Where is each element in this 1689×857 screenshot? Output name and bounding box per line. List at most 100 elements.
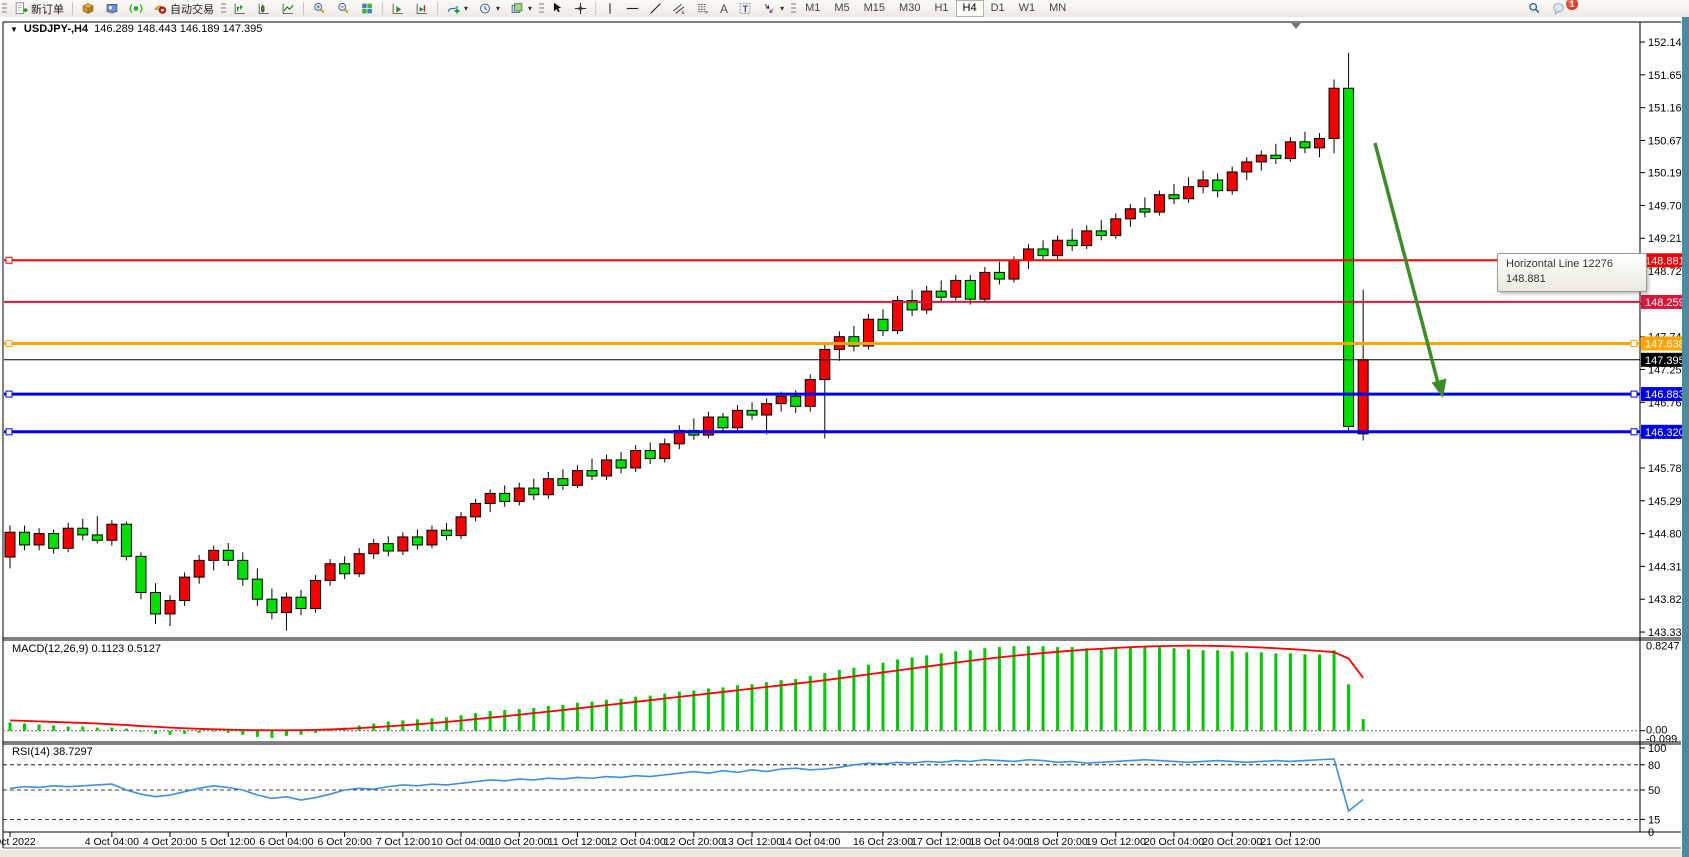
candle-body[interactable] <box>571 470 583 486</box>
market-watch-button[interactable] <box>76 0 100 18</box>
arrows-button[interactable]: ▾ <box>757 0 789 18</box>
candle-body[interactable] <box>1168 194 1180 200</box>
candle-body[interactable] <box>1299 141 1311 149</box>
crosshair-button[interactable] <box>569 0 592 18</box>
toolbar-grip[interactable] <box>221 2 226 15</box>
candle-body[interactable] <box>339 563 351 575</box>
templates-button[interactable]: ▾ <box>505 0 537 18</box>
candle-body[interactable] <box>353 553 365 575</box>
timeframe-mn-button[interactable]: MN <box>1049 2 1067 14</box>
candle-body[interactable] <box>1139 208 1151 213</box>
collapse-triangle-icon[interactable]: ▼ <box>10 24 18 34</box>
candle-body[interactable] <box>120 523 132 557</box>
candle-body[interactable] <box>964 279 976 300</box>
candle-body[interactable] <box>251 578 263 600</box>
auto-scroll-button[interactable] <box>386 0 410 18</box>
candle-body[interactable] <box>266 598 278 614</box>
candle-body[interactable] <box>368 543 380 555</box>
candle-body[interactable] <box>659 443 671 460</box>
candle-body[interactable] <box>1095 230 1107 237</box>
candle-body[interactable] <box>528 487 540 496</box>
bar-chart-button[interactable] <box>228 0 252 18</box>
hline-handle[interactable] <box>1630 390 1638 398</box>
candle-body[interactable] <box>601 459 613 477</box>
candle-body[interactable] <box>1314 137 1325 149</box>
line-chart-button[interactable] <box>276 0 300 18</box>
timeframe-m15-button[interactable]: M15 <box>863 2 886 14</box>
candle-body[interactable] <box>1037 248 1049 257</box>
toolbar-grip[interactable] <box>2 2 7 15</box>
candle-body[interactable] <box>470 502 482 518</box>
chart-shift-marker[interactable] <box>1291 23 1301 29</box>
candle-body[interactable] <box>193 559 205 578</box>
timeframe-m30-button[interactable]: M30 <box>899 2 921 14</box>
candle-body[interactable] <box>62 527 74 549</box>
candle-body[interactable] <box>615 459 627 469</box>
timeframe-d1-button[interactable]: D1 <box>990 2 1005 14</box>
candle-body[interactable] <box>324 563 336 581</box>
candle-body[interactable] <box>819 348 831 381</box>
candle-body[interactable] <box>411 536 423 546</box>
candle-body[interactable] <box>455 516 467 537</box>
candle-body[interactable] <box>1153 194 1165 213</box>
chart-shift-button[interactable] <box>410 0 434 18</box>
timeframe-w1-button[interactable]: W1 <box>1018 2 1036 14</box>
candle-body[interactable] <box>237 559 249 580</box>
candle-body[interactable] <box>1052 239 1064 257</box>
candle-body[interactable] <box>1255 154 1267 163</box>
arrow-object[interactable] <box>1373 142 1440 384</box>
candle-body[interactable] <box>397 536 409 552</box>
candle-body[interactable] <box>150 592 161 615</box>
candle-body[interactable] <box>1357 359 1369 435</box>
candle-body[interactable] <box>280 596 292 614</box>
candle-body[interactable] <box>179 576 191 602</box>
docked-panel-edge[interactable] <box>1682 17 1689 857</box>
candle-body[interactable] <box>48 533 60 549</box>
text-button[interactable]: A <box>715 0 733 18</box>
candle-body[interactable] <box>761 403 773 416</box>
candle-body[interactable] <box>1008 259 1020 280</box>
candle-body[interactable] <box>906 300 918 311</box>
candle-body[interactable] <box>877 318 889 332</box>
candle-body[interactable] <box>732 409 743 429</box>
new-order-button[interactable]: 新订单 <box>9 0 69 18</box>
candle-body[interactable] <box>441 529 452 537</box>
candle-body[interactable] <box>790 395 802 407</box>
candle-body[interactable] <box>892 300 904 332</box>
candle-body[interactable] <box>1081 230 1093 247</box>
candle-body[interactable] <box>1023 248 1034 261</box>
hline-handle[interactable] <box>5 256 13 264</box>
candle-body[interactable] <box>1241 161 1253 173</box>
candle-body[interactable] <box>91 534 103 541</box>
timeframe-m1-button[interactable]: M1 <box>805 2 821 14</box>
candle-chart-button[interactable] <box>252 0 276 18</box>
candle-body[interactable] <box>702 416 714 436</box>
candle-body[interactable] <box>542 478 554 496</box>
text-label-button[interactable]: T <box>733 0 757 18</box>
candle-body[interactable] <box>644 450 656 460</box>
candle-body[interactable] <box>1284 141 1296 160</box>
candle-body[interactable] <box>717 416 729 429</box>
tile-windows-button[interactable] <box>355 0 379 18</box>
candle-body[interactable] <box>557 478 569 486</box>
candle-body[interactable] <box>77 527 89 536</box>
candle-body[interactable] <box>222 549 234 561</box>
candle-body[interactable] <box>19 531 31 546</box>
timeframe-h4-button[interactable]: H4 <box>955 0 984 17</box>
candle-body[interactable] <box>208 549 220 561</box>
candle-body[interactable] <box>1328 87 1340 139</box>
strategy-tester-button[interactable] <box>124 0 148 18</box>
candle-body[interactable] <box>106 523 118 541</box>
toolbar-grip[interactable] <box>791 2 797 15</box>
cursor-button[interactable] <box>546 0 569 18</box>
vertical-line-button[interactable] <box>599 0 621 18</box>
candle-body[interactable] <box>382 543 394 552</box>
candle-body[interactable] <box>921 290 933 311</box>
candle-body[interactable] <box>979 271 991 300</box>
chart-canvas[interactable]: 152.140 151.650 151.160 150.670 150.190 149.7… <box>0 17 1689 857</box>
candle-body[interactable] <box>1183 186 1195 200</box>
candle-body[interactable] <box>1124 208 1136 220</box>
candle-body[interactable] <box>630 450 642 469</box>
candle-body[interactable] <box>1343 87 1355 427</box>
candle-body[interactable] <box>33 533 45 546</box>
